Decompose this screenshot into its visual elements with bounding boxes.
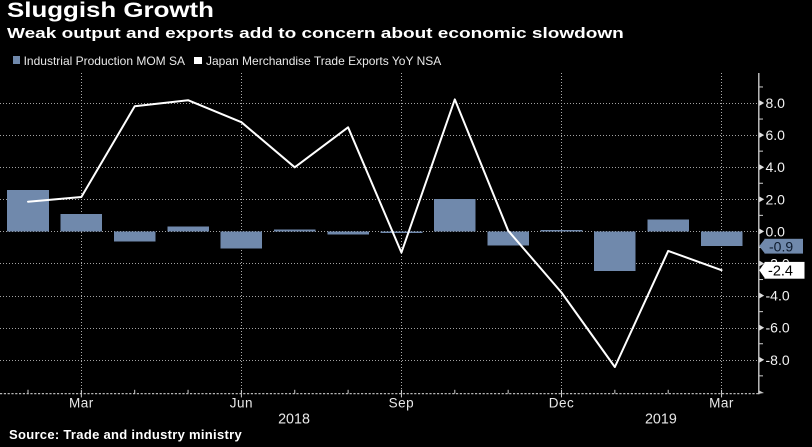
svg-text:2019: 2019 (645, 412, 677, 428)
svg-text:0.0: 0.0 (766, 223, 786, 239)
svg-text:8.0: 8.0 (766, 95, 786, 111)
svg-text:Jun: Jun (230, 396, 253, 411)
svg-text:-0.9: -0.9 (769, 238, 793, 254)
svg-text:4.0: 4.0 (766, 159, 786, 175)
svg-text:Dec: Dec (549, 396, 575, 411)
svg-text:Mar: Mar (709, 396, 734, 411)
svg-text:Sep: Sep (389, 396, 415, 411)
svg-text:2018: 2018 (278, 412, 310, 428)
svg-text:-6.0: -6.0 (766, 320, 790, 336)
svg-text:-4.0: -4.0 (766, 288, 790, 304)
svg-text:-2.4: -2.4 (768, 263, 793, 279)
svg-text:Mar: Mar (69, 396, 94, 411)
svg-text:-8.0: -8.0 (766, 352, 790, 368)
svg-text:2.0: 2.0 (766, 191, 786, 207)
svg-text:6.0: 6.0 (766, 127, 786, 143)
